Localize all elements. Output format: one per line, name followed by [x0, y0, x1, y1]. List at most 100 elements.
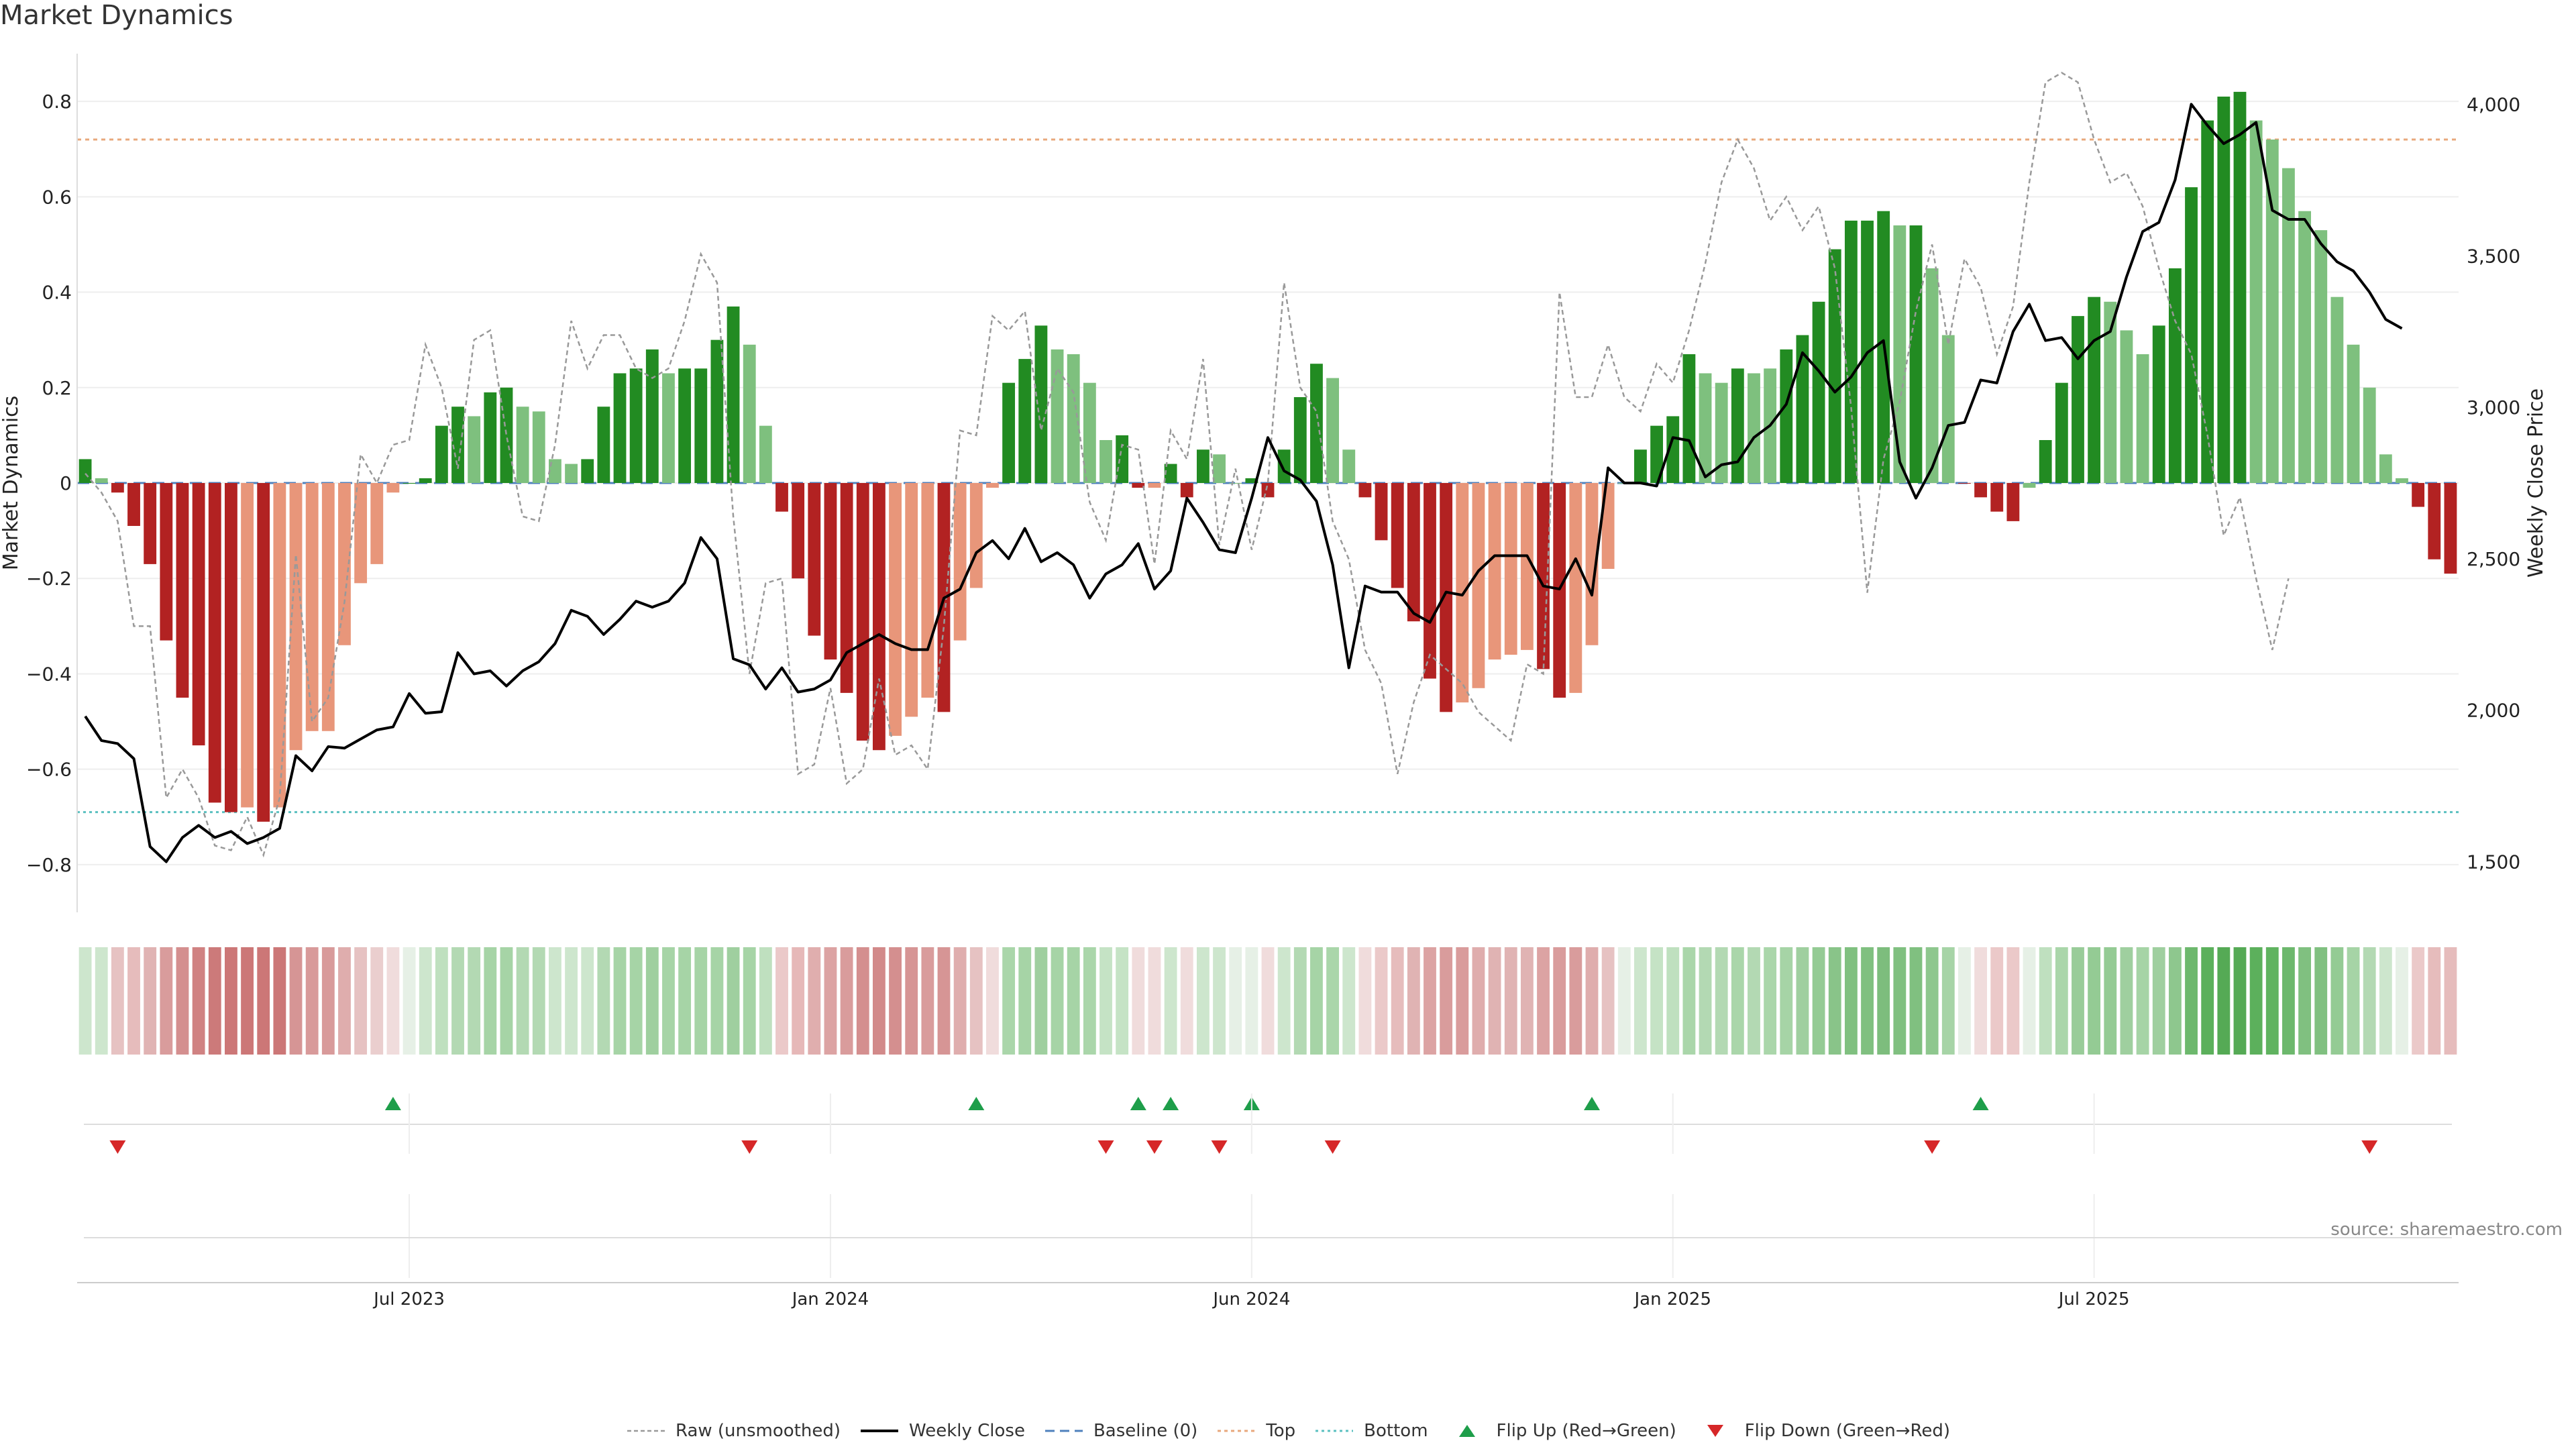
market-dynamics-bar: [2055, 382, 2068, 483]
heat-cell: [1504, 947, 1517, 1055]
heat-cell: [1407, 947, 1420, 1055]
heat-cell: [986, 947, 999, 1055]
heat-cell: [1520, 947, 1534, 1055]
heat-cell: [1051, 947, 1064, 1055]
market-dynamics-bar: [1472, 483, 1485, 688]
heat-cell: [1601, 947, 1615, 1055]
heat-cell: [516, 947, 529, 1055]
heat-cell: [613, 947, 627, 1055]
y2-axis-label: Weekly Close Price: [2524, 388, 2548, 578]
market-dynamics-bar: [1213, 454, 1226, 483]
y-tick-label: −0.4: [26, 663, 72, 685]
market-dynamics-bar: [1828, 249, 1841, 483]
legend-item-baseline: Baseline (0): [1044, 1421, 1197, 1441]
market-dynamics-bar: [889, 483, 902, 736]
source-note: source: sharemaestro.com: [2330, 1220, 2563, 1240]
y-tick-label: 0.4: [42, 282, 72, 304]
heat-cell: [856, 947, 869, 1055]
x-tick-label: Jul 2025: [2057, 1289, 2130, 1309]
date-axis: Jul 2023 Jan 2024 Jun 2024 Jan 2025 Jul 2025: [77, 1093, 2459, 1309]
market-dynamics-bar: [662, 373, 675, 483]
heat-cell: [386, 947, 400, 1055]
heat-cell: [1213, 947, 1226, 1055]
heat-cell: [1699, 947, 1712, 1055]
raw-series-line: [85, 71, 2290, 858]
heat-cell: [2104, 947, 2117, 1055]
heat-cell: [2298, 947, 2311, 1055]
heat-cell: [1828, 947, 1841, 1055]
heat-cell: [1326, 947, 1340, 1055]
market-dynamics-bar: [1277, 449, 1291, 483]
heat-cell: [1391, 947, 1404, 1055]
flip-up-marker: [1130, 1097, 1146, 1110]
legend-swatch: [1044, 1430, 1083, 1432]
heat-cell: [1358, 947, 1372, 1055]
market-dynamics-bar: [484, 392, 497, 483]
heat-cell: [2039, 947, 2052, 1055]
market-dynamics-bar: [2265, 140, 2279, 483]
heat-cell: [2379, 947, 2392, 1055]
market-dynamics-bar: [257, 483, 270, 822]
market-dynamics-bar: [1018, 359, 1032, 483]
market-dynamics-bar: [1537, 483, 1550, 669]
market-dynamics-bar: [2347, 344, 2360, 483]
market-dynamics-bar: [225, 483, 237, 812]
flip-down-marker: [741, 1140, 758, 1154]
market-dynamics-bar: [921, 483, 934, 698]
heat-cell: [273, 947, 286, 1055]
legend-item-raw: Raw (unsmoothed): [626, 1421, 841, 1441]
heat-cell: [1569, 947, 1582, 1055]
heat-cell: [1083, 947, 1096, 1055]
heat-cell: [1731, 947, 1744, 1055]
heat-cell: [889, 947, 902, 1055]
heat-cell: [840, 947, 853, 1055]
heat-cell: [468, 947, 481, 1055]
market-dynamics-bar: [2249, 120, 2263, 484]
market-dynamics-bar: [160, 483, 173, 641]
heat-cell: [1310, 947, 1323, 1055]
market-dynamics-bar: [1326, 378, 1340, 483]
market-dynamics-bar: [1699, 373, 1712, 483]
heat-strip: [78, 947, 2457, 1055]
heat-cell: [2314, 947, 2328, 1055]
heat-cell: [1456, 947, 1469, 1055]
heat-cell: [581, 947, 594, 1055]
heat-cell: [548, 947, 561, 1055]
heat-cell: [565, 947, 578, 1055]
heat-cell: [321, 947, 335, 1055]
heat-cell: [1440, 947, 1453, 1055]
market-dynamics-bar: [1180, 483, 1193, 498]
legend-swatch: [1458, 1425, 1475, 1437]
heat-cell: [2136, 947, 2149, 1055]
market-dynamics-bar: [516, 407, 529, 483]
heat-cell: [727, 947, 740, 1055]
heat-cell: [225, 947, 237, 1055]
market-dynamics-bar: [2428, 483, 2441, 559]
market-dynamics-bar: [1002, 382, 1016, 483]
market-dynamics-bar: [759, 425, 772, 483]
heat-cell: [1424, 947, 1436, 1055]
market-dynamics-bar: [1375, 483, 1388, 541]
heat-cell: [1893, 947, 1907, 1055]
heat-cell: [1164, 947, 1177, 1055]
flip-down-marker: [1146, 1140, 1163, 1154]
market-dynamics-bar: [289, 483, 303, 751]
heat-cell: [2233, 947, 2247, 1055]
heat-cell: [338, 947, 351, 1055]
flip-markers: [84, 1097, 2452, 1154]
market-dynamics-bar: [1504, 483, 1517, 655]
heat-cell: [645, 947, 659, 1055]
market-dynamics-bar: [1748, 373, 1760, 483]
market-dynamics-bar: [2314, 230, 2328, 483]
market-dynamics-bar: [597, 407, 610, 483]
flip-down-marker: [1211, 1140, 1228, 1154]
heat-cell: [2120, 947, 2133, 1055]
heat-cell: [1067, 947, 1080, 1055]
market-dynamics-bar: [581, 459, 594, 483]
heat-cell: [937, 947, 951, 1055]
heat-cell: [1229, 947, 1242, 1055]
heat-cell: [1877, 947, 1890, 1055]
heat-cell: [160, 947, 173, 1055]
legend-swatch: [861, 1430, 899, 1432]
heat-cell: [1018, 947, 1032, 1055]
